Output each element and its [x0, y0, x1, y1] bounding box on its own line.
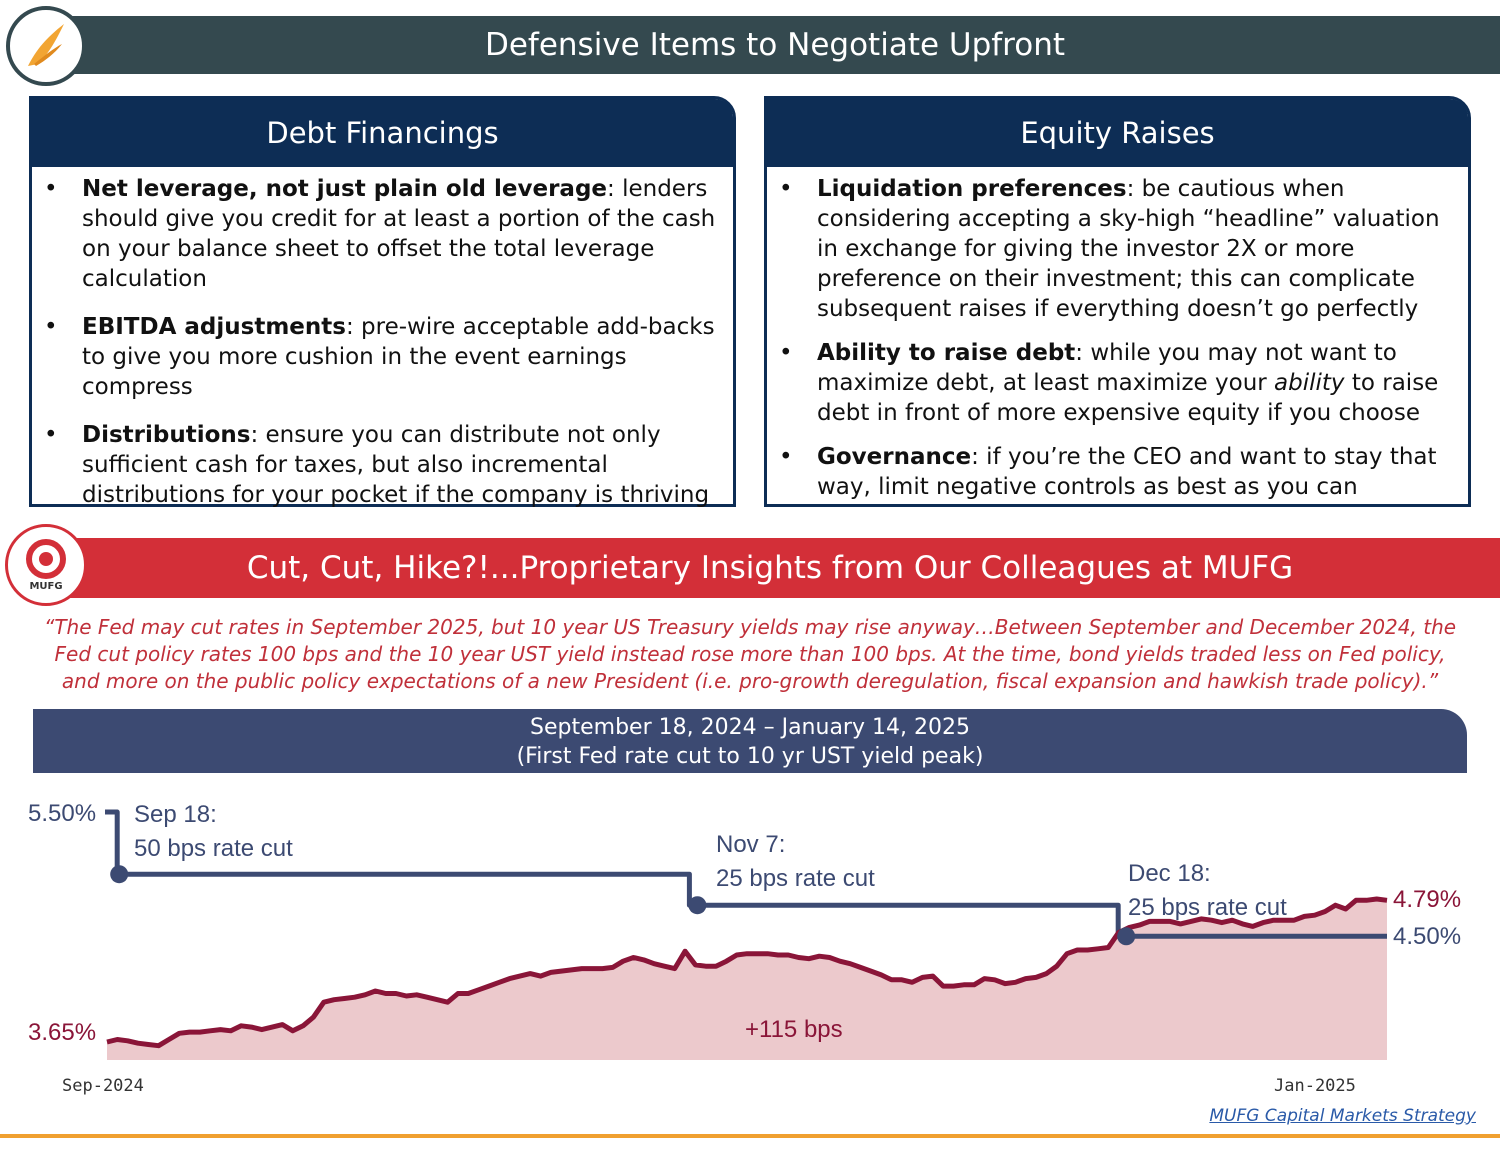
rate-cut-marker [110, 865, 129, 884]
rate-cut-marker [688, 896, 707, 915]
ust-10yr-line [106, 896, 1388, 1049]
section-banner [40, 16, 1500, 74]
bullet-text: : if you’re the CEO and want to stay tha… [817, 444, 1437, 500]
equity-raises-panel: Equity Raises • Liquidation preferences: … [764, 96, 1471, 507]
debt-financings-panel: Debt Financings • Net leverage, not just … [29, 96, 736, 510]
x-tick-start: Sep-2024 [62, 1076, 144, 1096]
page-title: Defensive Items to Negotiate Upfront [484, 27, 1066, 63]
bullet-text: : be cautious when considering accepting… [817, 176, 1440, 322]
chart-date-range: September 18, 2024 – January 14, 2025 [530, 715, 970, 740]
bullet-text: : while you may not want to maximize deb… [817, 340, 1397, 396]
bullet-term: Distributions [82, 422, 251, 448]
bullet-text: : ensure you can distribute not only suf… [82, 422, 710, 508]
mufg-section-title: Cut, Cut, Hike?!...Proprietary Insights … [246, 550, 1294, 586]
list-item: • EBITDA adjustments: pre-wire acceptable… [44, 314, 715, 400]
mufg-logo: MUFG [5, 524, 87, 606]
debt-bullet-list: • Net leverage, not just plain old levera… [32, 174, 733, 510]
mufg-quote: “The Fed may cut rates in September 2025… [43, 615, 1457, 693]
label-end-fed: 4.50% [1393, 923, 1461, 950]
bullet-term: Liquidation preferences [817, 176, 1127, 202]
rate-cut-marker [1117, 927, 1136, 946]
x-tick-end: Jan-2025 [1274, 1076, 1356, 1096]
debt-financings-title: Debt Financings [32, 99, 733, 167]
label-start-ust: 3.65% [28, 1019, 96, 1046]
footer-divider [0, 1134, 1500, 1138]
annotation-nov-date: Nov 7: [716, 831, 785, 858]
bullet-term: Ability to raise debt [817, 340, 1076, 366]
bullet-text: : lenders should give you credit for at … [82, 176, 716, 292]
annotation-dec-text: 25 bps rate cut [1128, 894, 1287, 921]
chart-area-layer [107, 899, 1387, 1060]
bullet-emphasis: ability [1274, 370, 1345, 396]
label-end-ust: 4.79% [1393, 886, 1461, 913]
annotation-dec-date: Dec 18: [1128, 860, 1211, 887]
chart-subtitle: (First Fed rate cut to 10 yr UST yield p… [516, 744, 984, 769]
mufg-banner [40, 538, 1500, 598]
chart-line-layer [105, 809, 1388, 1049]
annotation-sep-date: Sep 18: [134, 801, 217, 828]
list-item: • Ability to raise debt: while you may no… [779, 340, 1439, 426]
list-item: • Net leverage, not just plain old levera… [44, 176, 716, 292]
label-start-fed: 5.50% [28, 800, 96, 827]
mufg-logo-text: MUFG [29, 581, 63, 592]
bullet-term: Governance [817, 444, 972, 470]
list-item: • Liquidation preferences: be cautious wh… [779, 176, 1440, 322]
equity-bullet-list: • Liquidation preferences: be cautious wh… [767, 174, 1468, 502]
annotation-nov-text: 25 bps rate cut [716, 865, 875, 892]
ust-area-fill [107, 899, 1387, 1060]
bullet-term: EBITDA adjustments [82, 314, 346, 340]
yield-chart: 5.50% 3.65% 4.79% 4.50% +115 bps Sep 18:… [28, 800, 1461, 1096]
label-change: +115 bps [745, 1016, 843, 1043]
brand-logo [6, 6, 86, 86]
bullet-text: to raise debt in front of more expensive… [817, 370, 1439, 426]
bullet-term: Net leverage, not just plain old leverag… [82, 176, 608, 202]
bullet-text: : pre-wire acceptable add-backs to give … [82, 314, 715, 400]
equity-raises-title: Equity Raises [767, 99, 1468, 167]
chart-header: September 18, 2024 – January 14, 2025 (F… [33, 709, 1467, 773]
list-item: • Governance: if you’re the CEO and want … [779, 444, 1437, 500]
source-link[interactable]: MUFG Capital Markets Strategy [1209, 1106, 1476, 1126]
annotation-sep-text: 50 bps rate cut [134, 835, 293, 862]
list-item: • Distributions: ensure you can distribut… [44, 422, 710, 508]
